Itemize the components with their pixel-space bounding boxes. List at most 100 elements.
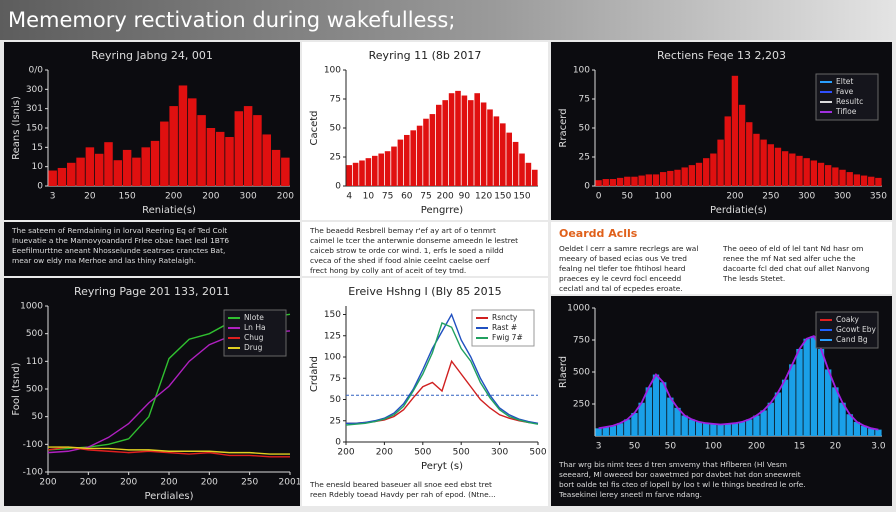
y-tick-label: 50 (32, 412, 44, 422)
x-tick-label: 50 (665, 442, 677, 452)
bar (595, 180, 602, 186)
x-tick-label: 150 (119, 192, 136, 202)
x-tick-label: 75 (420, 192, 431, 202)
y-tick-label: 100 (324, 353, 341, 363)
x-tick-label: 200 (726, 192, 743, 202)
text-line: Eeefilmurttne aneant Nhosselunde seatrse… (12, 246, 226, 255)
text-block: The sateem of Remdaining in lorval Reeri… (4, 222, 300, 276)
bar (868, 176, 875, 186)
bar (410, 130, 416, 186)
text-line: cveca of the shed if food alnie ceelnt c… (310, 256, 490, 265)
panel: Reyring 11 (8b 2017 Cacetd Pengrre) 0 25 50 75… (302, 42, 548, 220)
y-tick-label: 75 (330, 374, 341, 384)
x-tick-label: 300 (798, 192, 815, 202)
y-tick-label: 150 (26, 124, 43, 134)
bar (738, 104, 746, 186)
bar (860, 175, 868, 186)
panel: Reyring Jabng 24, 001 Reans (Isnis) Reniat… (4, 42, 300, 220)
text-block: Oeardd Aclls Oeldet l cerr a samre recrl… (551, 222, 892, 294)
chart-title: Rectiens Feqe 13 2,203 (657, 49, 786, 62)
y-tick-label: 250 (573, 400, 590, 410)
y-tick-label: 100 (573, 66, 590, 76)
x-tick-label: 500 (414, 448, 431, 458)
bar (423, 118, 429, 186)
bar (717, 139, 724, 186)
y-tick-label: 75 (579, 95, 590, 105)
bar (94, 153, 104, 186)
bar (810, 336, 818, 436)
bar (188, 98, 197, 186)
text-line: The sateem of Remdaining in lorval Reeri… (12, 226, 228, 235)
legend-label: Gcowt Eby (836, 325, 876, 334)
x-tick-label: 60 (401, 192, 413, 202)
series-line (47, 446, 290, 458)
outline-line (598, 335, 879, 431)
y-tick-label: -100 (23, 468, 44, 478)
y-tick-label: -100 (23, 440, 44, 450)
y-tick-label: 25 (330, 416, 341, 426)
bar (724, 116, 731, 186)
y-tick-label: 100 (324, 66, 341, 76)
legend-label: Rast # (492, 323, 517, 332)
bar (113, 160, 123, 186)
bar (853, 421, 861, 436)
x-tick-label: 200 (437, 192, 454, 202)
bar (468, 100, 474, 186)
x-tick-label: 200 (277, 192, 294, 202)
legend-label: Chug (244, 333, 264, 342)
bar (717, 424, 724, 436)
text-line: Inuevatie a the Mamovyoandard Frlee obae… (12, 236, 230, 245)
bar (746, 122, 753, 186)
bar (436, 104, 442, 186)
bar (710, 153, 717, 186)
y-tick-label: 301 (26, 104, 43, 114)
bar (659, 172, 667, 186)
caption: The enesld beared baseuer all snoe eed e… (302, 476, 548, 506)
chart-title: Reyring 11 (8b 2017 (369, 49, 482, 62)
bar (243, 106, 253, 186)
bar (817, 162, 825, 186)
bar (262, 134, 271, 186)
legend-label: Nlote (244, 313, 264, 322)
x-tick-label: 200 (80, 478, 97, 488)
legend-label: Ln Ha (244, 323, 266, 332)
bar (352, 162, 359, 186)
text-line: Oeldet l cerr a samre recrlegs are wal (559, 244, 699, 253)
bar (141, 147, 150, 186)
bar (281, 157, 290, 186)
bar (234, 111, 244, 186)
bar (846, 172, 853, 186)
bar (796, 348, 803, 436)
legend-label: Eltet (836, 77, 853, 86)
series-line (48, 446, 290, 455)
bar (474, 93, 480, 186)
bar (695, 162, 703, 186)
y-tick-label: 0 (335, 182, 341, 192)
panel: Reyring Page 201 133, 2011 Fool (tsnd) Per… (4, 278, 300, 506)
y-tick-label: 75 (330, 95, 341, 105)
bar (461, 95, 468, 186)
x-tick-label: 0 (596, 192, 602, 202)
bar (760, 139, 767, 186)
x-tick-label: 50 (622, 192, 634, 202)
bar (681, 415, 688, 436)
bar (169, 106, 178, 186)
panel: Rlaerd 250 500 750 1000 3 50 50 100 200 15 20 3.0 Coa… (551, 296, 892, 456)
bar (853, 174, 861, 186)
x-tick-label: 3 (596, 442, 602, 452)
bar (132, 157, 141, 186)
x-tick-label: 100 (655, 192, 672, 202)
bar (384, 151, 391, 186)
bar (789, 153, 796, 186)
bar (429, 114, 436, 186)
bar (796, 155, 803, 186)
text-line: caiceb strow te orde cor wind. 1, erfs l… (310, 246, 504, 255)
chart-title: Reyring Page 201 133, 2011 (74, 285, 230, 298)
bar (645, 174, 652, 186)
y-tick-label: 25 (330, 153, 341, 163)
bar (781, 151, 789, 186)
bar (519, 153, 525, 186)
x-tick-label: 300 (834, 192, 851, 202)
text-line: bort oalde tel fis cteo of lopell by loo… (559, 480, 806, 489)
